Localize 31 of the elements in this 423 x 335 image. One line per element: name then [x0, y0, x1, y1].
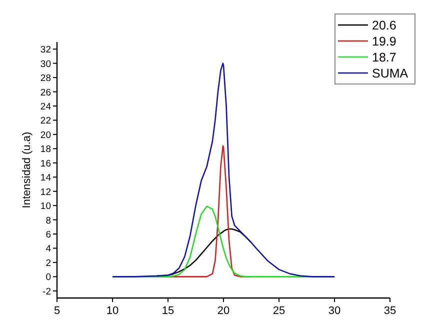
legend-label: SUMA — [372, 66, 409, 80]
x-tick-label: 20 — [217, 305, 230, 317]
y-tick-label: 28 — [40, 73, 51, 84]
y-tick-label: 8 — [46, 215, 51, 226]
x-tick-label: 25 — [272, 305, 286, 317]
y-tick-label: 0 — [46, 272, 51, 284]
y-tick-label: 2 — [46, 258, 51, 269]
x-tick-label: 15 — [162, 305, 174, 317]
y-tick-label: 6 — [46, 230, 51, 240]
y-tick-label: 20 — [40, 130, 51, 141]
y-tick-label: 30 — [40, 58, 51, 70]
y-tick-label: 26 — [40, 87, 51, 98]
x-tick-label: 10 — [106, 305, 119, 317]
y-tick-label: 10 — [40, 201, 51, 212]
y-axis-title: Intensidad (u.a) — [21, 132, 33, 208]
x-tick-label: 5 — [54, 305, 60, 317]
y-tick-label: 12 — [40, 186, 51, 198]
y-tick-label: 24 — [40, 102, 51, 112]
line-series — [112, 62, 336, 278]
y-tick-label: 4 — [46, 244, 51, 255]
y-tick-label: -2 — [42, 286, 51, 298]
y-tick-label: 18 — [40, 144, 51, 156]
y-tick-label: 32 — [40, 44, 51, 56]
y-tick-label: 16 — [40, 158, 51, 170]
legend-label: 19.9 — [372, 34, 396, 48]
legend-label: 18.7 — [372, 50, 396, 64]
y-tick-label: 22 — [40, 116, 51, 127]
y-tick-label: 14 — [40, 172, 51, 184]
x-tick-label: 30 — [328, 305, 341, 317]
x-tick-label: 35 — [384, 305, 396, 317]
legend-label: 20.6 — [372, 18, 396, 32]
